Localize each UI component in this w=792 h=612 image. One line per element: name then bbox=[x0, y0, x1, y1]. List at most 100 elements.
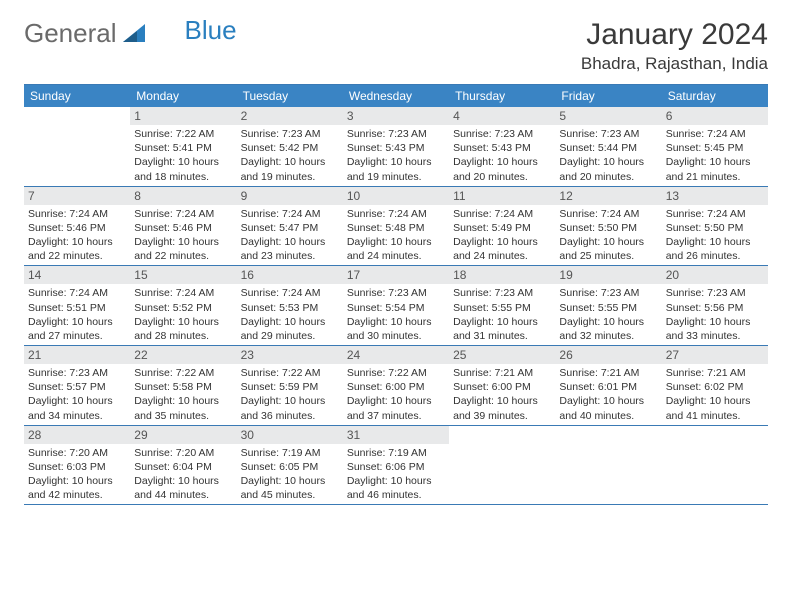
daylight-text: Daylight: 10 hours and 34 minutes. bbox=[28, 394, 126, 422]
sunrise-text: Sunrise: 7:24 AM bbox=[28, 286, 126, 300]
day-details: Sunrise: 7:21 AMSunset: 6:02 PMDaylight:… bbox=[662, 364, 768, 425]
sunset-text: Sunset: 5:46 PM bbox=[28, 221, 126, 235]
sunset-text: Sunset: 6:01 PM bbox=[559, 380, 657, 394]
week-row: 21Sunrise: 7:23 AMSunset: 5:57 PMDayligh… bbox=[24, 346, 768, 426]
sunset-text: Sunset: 5:53 PM bbox=[241, 301, 339, 315]
sunrise-text: Sunrise: 7:22 AM bbox=[134, 366, 232, 380]
sunset-text: Sunset: 5:41 PM bbox=[134, 141, 232, 155]
day-number: 3 bbox=[343, 107, 449, 125]
day-header-sun: Sunday bbox=[24, 85, 130, 107]
day-details: Sunrise: 7:24 AMSunset: 5:52 PMDaylight:… bbox=[130, 284, 236, 345]
day-header-sat: Saturday bbox=[662, 85, 768, 107]
daylight-text: Daylight: 10 hours and 23 minutes. bbox=[241, 235, 339, 263]
day-details: Sunrise: 7:24 AMSunset: 5:48 PMDaylight:… bbox=[343, 205, 449, 266]
sunset-text: Sunset: 5:50 PM bbox=[666, 221, 764, 235]
day-number: 26 bbox=[555, 346, 661, 364]
daylight-text: Daylight: 10 hours and 24 minutes. bbox=[347, 235, 445, 263]
day-number: 11 bbox=[449, 187, 555, 205]
sunset-text: Sunset: 5:57 PM bbox=[28, 380, 126, 394]
day-cell: 7Sunrise: 7:24 AMSunset: 5:46 PMDaylight… bbox=[24, 187, 130, 266]
day-details: Sunrise: 7:22 AMSunset: 5:41 PMDaylight:… bbox=[130, 125, 236, 186]
day-details: Sunrise: 7:24 AMSunset: 5:50 PMDaylight:… bbox=[662, 205, 768, 266]
day-number: 19 bbox=[555, 266, 661, 284]
day-cell: 13Sunrise: 7:24 AMSunset: 5:50 PMDayligh… bbox=[662, 187, 768, 266]
day-details: Sunrise: 7:24 AMSunset: 5:46 PMDaylight:… bbox=[130, 205, 236, 266]
daylight-text: Daylight: 10 hours and 19 minutes. bbox=[241, 155, 339, 183]
logo-triangle-icon bbox=[123, 18, 145, 49]
sunrise-text: Sunrise: 7:23 AM bbox=[453, 286, 551, 300]
sunrise-text: Sunrise: 7:24 AM bbox=[241, 286, 339, 300]
calendar: Sunday Monday Tuesday Wednesday Thursday… bbox=[24, 84, 768, 505]
day-cell bbox=[24, 107, 130, 186]
sunset-text: Sunset: 5:50 PM bbox=[559, 221, 657, 235]
logo: General Blue bbox=[24, 18, 237, 49]
day-header-fri: Friday bbox=[555, 85, 661, 107]
day-number: 21 bbox=[24, 346, 130, 364]
logo-text-blue: Blue bbox=[185, 15, 237, 46]
daylight-text: Daylight: 10 hours and 36 minutes. bbox=[241, 394, 339, 422]
day-details: Sunrise: 7:24 AMSunset: 5:51 PMDaylight:… bbox=[24, 284, 130, 345]
day-number: 10 bbox=[343, 187, 449, 205]
day-cell: 26Sunrise: 7:21 AMSunset: 6:01 PMDayligh… bbox=[555, 346, 661, 425]
day-number: 1 bbox=[130, 107, 236, 125]
sunrise-text: Sunrise: 7:23 AM bbox=[453, 127, 551, 141]
day-details: Sunrise: 7:20 AMSunset: 6:04 PMDaylight:… bbox=[130, 444, 236, 505]
day-number: 23 bbox=[237, 346, 343, 364]
day-number: 7 bbox=[24, 187, 130, 205]
sunset-text: Sunset: 5:43 PM bbox=[453, 141, 551, 155]
day-cell: 31Sunrise: 7:19 AMSunset: 6:06 PMDayligh… bbox=[343, 426, 449, 505]
sunset-text: Sunset: 6:04 PM bbox=[134, 460, 232, 474]
daylight-text: Daylight: 10 hours and 20 minutes. bbox=[559, 155, 657, 183]
sunrise-text: Sunrise: 7:23 AM bbox=[347, 127, 445, 141]
sunrise-text: Sunrise: 7:21 AM bbox=[559, 366, 657, 380]
sunset-text: Sunset: 6:03 PM bbox=[28, 460, 126, 474]
day-cell: 12Sunrise: 7:24 AMSunset: 5:50 PMDayligh… bbox=[555, 187, 661, 266]
sunrise-text: Sunrise: 7:23 AM bbox=[559, 127, 657, 141]
daylight-text: Daylight: 10 hours and 28 minutes. bbox=[134, 315, 232, 343]
day-number: 28 bbox=[24, 426, 130, 444]
day-cell: 3Sunrise: 7:23 AMSunset: 5:43 PMDaylight… bbox=[343, 107, 449, 186]
day-number: 30 bbox=[237, 426, 343, 444]
month-title: January 2024 bbox=[581, 18, 768, 52]
sunset-text: Sunset: 5:54 PM bbox=[347, 301, 445, 315]
sunrise-text: Sunrise: 7:24 AM bbox=[347, 207, 445, 221]
sunset-text: Sunset: 5:58 PM bbox=[134, 380, 232, 394]
daylight-text: Daylight: 10 hours and 37 minutes. bbox=[347, 394, 445, 422]
sunset-text: Sunset: 5:42 PM bbox=[241, 141, 339, 155]
day-details: Sunrise: 7:20 AMSunset: 6:03 PMDaylight:… bbox=[24, 444, 130, 505]
day-number: 5 bbox=[555, 107, 661, 125]
day-number: 6 bbox=[662, 107, 768, 125]
daylight-text: Daylight: 10 hours and 22 minutes. bbox=[28, 235, 126, 263]
day-details: Sunrise: 7:24 AMSunset: 5:45 PMDaylight:… bbox=[662, 125, 768, 186]
week-row: 28Sunrise: 7:20 AMSunset: 6:03 PMDayligh… bbox=[24, 426, 768, 506]
day-cell: 19Sunrise: 7:23 AMSunset: 5:55 PMDayligh… bbox=[555, 266, 661, 345]
day-number: 17 bbox=[343, 266, 449, 284]
day-details: Sunrise: 7:24 AMSunset: 5:50 PMDaylight:… bbox=[555, 205, 661, 266]
day-details: Sunrise: 7:23 AMSunset: 5:43 PMDaylight:… bbox=[449, 125, 555, 186]
sunset-text: Sunset: 5:59 PM bbox=[241, 380, 339, 394]
daylight-text: Daylight: 10 hours and 29 minutes. bbox=[241, 315, 339, 343]
day-cell: 30Sunrise: 7:19 AMSunset: 6:05 PMDayligh… bbox=[237, 426, 343, 505]
sunrise-text: Sunrise: 7:24 AM bbox=[134, 207, 232, 221]
day-cell: 10Sunrise: 7:24 AMSunset: 5:48 PMDayligh… bbox=[343, 187, 449, 266]
day-details: Sunrise: 7:19 AMSunset: 6:06 PMDaylight:… bbox=[343, 444, 449, 505]
sunset-text: Sunset: 5:45 PM bbox=[666, 141, 764, 155]
day-number: 15 bbox=[130, 266, 236, 284]
header: General Blue January 2024 Bhadra, Rajast… bbox=[24, 18, 768, 74]
day-cell: 24Sunrise: 7:22 AMSunset: 6:00 PMDayligh… bbox=[343, 346, 449, 425]
day-header-mon: Monday bbox=[130, 85, 236, 107]
daylight-text: Daylight: 10 hours and 33 minutes. bbox=[666, 315, 764, 343]
day-number: 2 bbox=[237, 107, 343, 125]
day-cell: 15Sunrise: 7:24 AMSunset: 5:52 PMDayligh… bbox=[130, 266, 236, 345]
day-details: Sunrise: 7:22 AMSunset: 5:59 PMDaylight:… bbox=[237, 364, 343, 425]
sunset-text: Sunset: 5:51 PM bbox=[28, 301, 126, 315]
location: Bhadra, Rajasthan, India bbox=[581, 54, 768, 74]
sunrise-text: Sunrise: 7:22 AM bbox=[134, 127, 232, 141]
sunset-text: Sunset: 5:52 PM bbox=[134, 301, 232, 315]
week-row: 1Sunrise: 7:22 AMSunset: 5:41 PMDaylight… bbox=[24, 107, 768, 187]
day-cell: 16Sunrise: 7:24 AMSunset: 5:53 PMDayligh… bbox=[237, 266, 343, 345]
day-details: Sunrise: 7:23 AMSunset: 5:57 PMDaylight:… bbox=[24, 364, 130, 425]
day-cell: 9Sunrise: 7:24 AMSunset: 5:47 PMDaylight… bbox=[237, 187, 343, 266]
day-number: 12 bbox=[555, 187, 661, 205]
sunrise-text: Sunrise: 7:19 AM bbox=[347, 446, 445, 460]
